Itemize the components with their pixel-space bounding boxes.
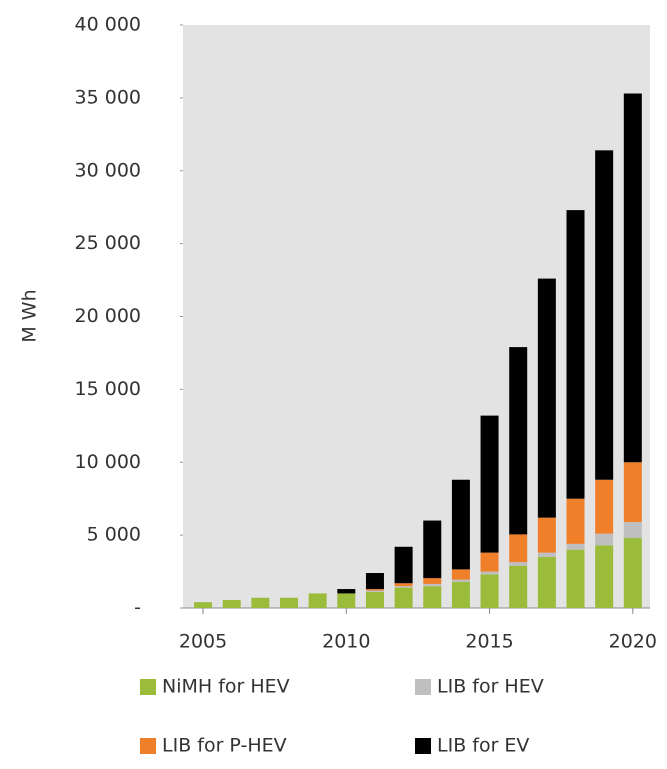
bar-segment bbox=[423, 583, 442, 587]
legend-label: NiMH for HEV bbox=[162, 676, 290, 698]
bar-segment bbox=[222, 599, 241, 608]
y-tick-label: 25 000 bbox=[75, 232, 141, 254]
bar-segment bbox=[423, 520, 442, 579]
bar-segment bbox=[595, 150, 614, 480]
bar-segment bbox=[451, 581, 470, 608]
bar-segment bbox=[623, 93, 642, 463]
bar-segment bbox=[394, 586, 413, 588]
bar-segment bbox=[595, 479, 614, 534]
bar-segment bbox=[251, 597, 270, 608]
y-tick-label: 30 000 bbox=[75, 159, 141, 181]
bar-segment bbox=[451, 579, 470, 582]
bar-segment bbox=[566, 549, 585, 608]
y-tick-label: - bbox=[134, 597, 141, 619]
bar-segment bbox=[509, 565, 528, 608]
bar-segment bbox=[280, 597, 299, 608]
bar-segment bbox=[566, 498, 585, 544]
bar-segment bbox=[623, 538, 642, 608]
bar-segment bbox=[623, 522, 642, 539]
bar-segment bbox=[537, 517, 556, 553]
bar-segment bbox=[423, 578, 442, 584]
y-tick-label: 10 000 bbox=[75, 451, 141, 473]
x-tick-label: 2020 bbox=[609, 631, 657, 653]
x-tick-label: 2005 bbox=[179, 631, 227, 653]
y-tick-label: 20 000 bbox=[75, 305, 141, 327]
bar-segment bbox=[337, 589, 356, 594]
bar-segment bbox=[480, 552, 499, 572]
bar-segment bbox=[509, 562, 528, 566]
bar-segment bbox=[595, 545, 614, 608]
bar-segment bbox=[623, 462, 642, 523]
bar-segment bbox=[365, 591, 384, 608]
bar-segment bbox=[451, 569, 470, 580]
bar-segment bbox=[394, 546, 413, 584]
bar-segment bbox=[566, 543, 585, 550]
y-tick-label: 15 000 bbox=[75, 378, 141, 400]
y-axis-label: M Wh bbox=[19, 289, 41, 342]
bar-segment bbox=[394, 583, 413, 587]
bar-segment bbox=[308, 593, 327, 608]
bar-segment bbox=[537, 552, 556, 557]
legend-label: LIB for P-HEV bbox=[162, 735, 287, 757]
bar-segment bbox=[509, 347, 528, 535]
bar-segment bbox=[509, 534, 528, 563]
bar-segment bbox=[423, 586, 442, 608]
legend-label: LIB for EV bbox=[437, 735, 529, 757]
bar-segment bbox=[537, 556, 556, 608]
legend-swatch bbox=[415, 738, 431, 754]
bar-segment bbox=[480, 574, 499, 608]
bar-segment bbox=[394, 587, 413, 608]
bar-segment bbox=[480, 415, 499, 553]
legend-label: LIB for HEV bbox=[437, 676, 544, 698]
legend-swatch bbox=[140, 679, 156, 695]
bar-segment bbox=[365, 589, 384, 591]
bar-segment bbox=[480, 571, 499, 575]
x-tick-label: 2015 bbox=[465, 631, 513, 653]
y-tick-label: 35 000 bbox=[75, 86, 141, 108]
y-tick-label: 40 000 bbox=[75, 14, 141, 36]
bar-segment bbox=[451, 479, 470, 570]
bar-segment bbox=[566, 210, 585, 499]
bar-segment bbox=[595, 533, 614, 546]
bar-segment bbox=[365, 573, 384, 590]
legend-swatch bbox=[140, 738, 156, 754]
bar-segment bbox=[537, 278, 556, 518]
bar-segment bbox=[365, 590, 384, 592]
legend-swatch bbox=[415, 679, 431, 695]
bar-segment bbox=[337, 593, 356, 608]
bar-segment bbox=[194, 602, 213, 608]
y-tick-label: 5 000 bbox=[87, 524, 141, 546]
x-tick-label: 2010 bbox=[322, 631, 370, 653]
